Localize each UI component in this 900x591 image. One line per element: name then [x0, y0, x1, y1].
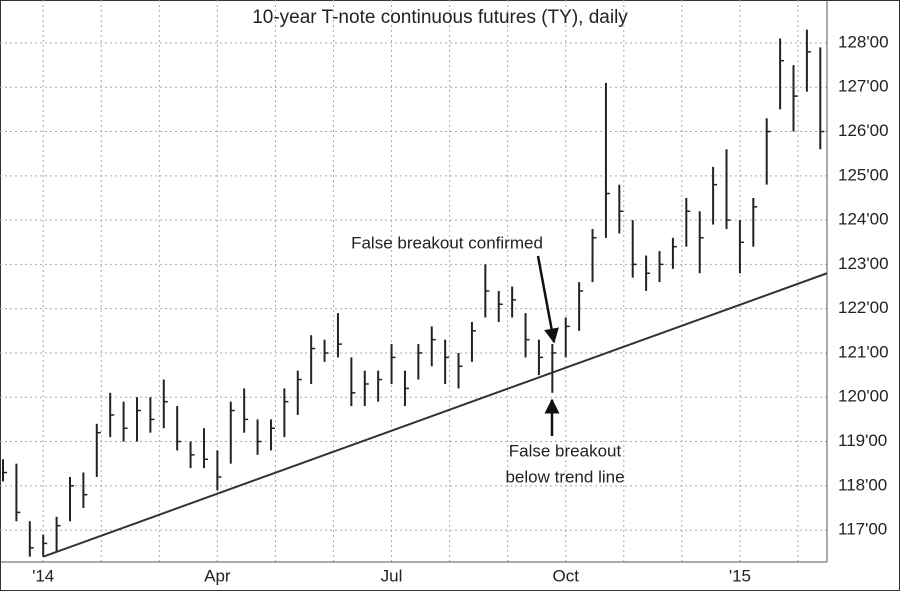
y-tick-label: 118'00 — [838, 475, 887, 494]
x-tick-label: '14 — [32, 566, 54, 585]
x-tick-label: Jul — [381, 566, 403, 585]
annotation: False breakout confirmed — [351, 233, 543, 252]
y-tick-label: 121'00 — [838, 342, 889, 361]
y-tick-label: 125'00 — [838, 165, 889, 184]
y-tick-label: 124'00 — [838, 210, 889, 229]
annotation: below trend line — [505, 467, 624, 486]
x-tick-label: Oct — [553, 566, 580, 585]
x-tick-label: Apr — [204, 566, 231, 585]
y-tick-label: 119'00 — [838, 431, 887, 450]
chart-title: 10-year T-note continuous futures (TY), … — [252, 7, 628, 28]
y-tick-label: 122'00 — [838, 298, 889, 317]
y-tick-label: 117'00 — [838, 520, 887, 539]
x-tick-label: '15 — [729, 566, 751, 585]
y-tick-label: 128'00 — [838, 32, 889, 51]
trend-line — [42, 272, 828, 558]
annotation-arrow — [536, 255, 559, 344]
y-tick-label: 127'00 — [838, 77, 889, 96]
y-tick-label: 123'00 — [838, 254, 889, 273]
annotation: False breakout — [509, 441, 622, 460]
y-tick-label: 120'00 — [838, 387, 889, 406]
y-tick-label: 126'00 — [838, 121, 889, 140]
